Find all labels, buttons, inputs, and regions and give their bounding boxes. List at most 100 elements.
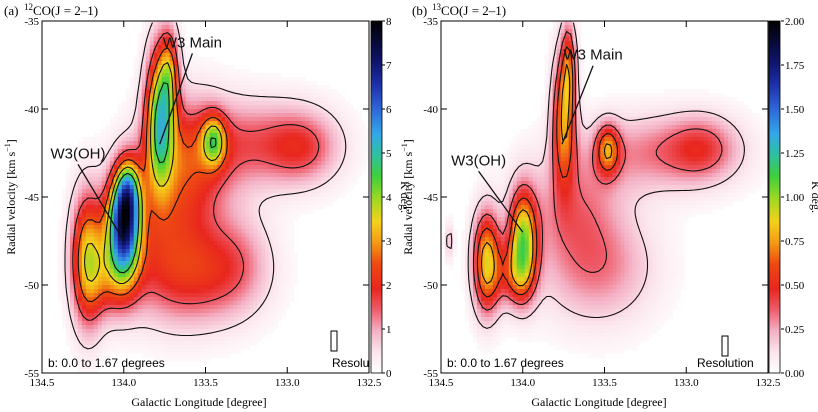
heatmap-cell	[217, 261, 223, 266]
heatmap-cell	[217, 61, 223, 66]
heatmap-cell	[153, 229, 159, 234]
heatmap-cell	[177, 45, 183, 50]
heatmap-cell	[69, 261, 75, 266]
heatmap-cell	[185, 81, 191, 86]
heatmap-cell	[564, 101, 570, 106]
heatmap-cell	[205, 313, 211, 318]
heatmap-cell	[129, 245, 135, 250]
heatmap-cell	[636, 97, 641, 102]
heatmap-cell	[173, 145, 179, 150]
heatmap-cell	[688, 93, 693, 98]
heatmap-cell	[65, 281, 71, 286]
heatmap-cell	[564, 93, 570, 98]
heatmap-cell	[225, 157, 231, 162]
heatmap-cell	[85, 217, 91, 222]
heatmap-cell	[177, 149, 183, 154]
heatmap-cell	[157, 341, 163, 346]
heatmap-cell	[273, 313, 278, 318]
heatmap-cell	[257, 153, 262, 158]
heatmap-cell	[177, 221, 183, 226]
plot-area-b[interactable]: W3(OH)W3 Main Resolution b: 0.0 to 1.67 …	[441, 21, 769, 373]
heatmap-cell	[185, 205, 191, 210]
heatmap-cell	[217, 125, 223, 130]
heatmap-cell	[217, 229, 223, 234]
heatmap-cell	[61, 317, 67, 322]
heatmap-cell	[217, 161, 223, 166]
panel-a: (a) 12CO(J = 2–1) W3(OH)W3 Main Resoluti…	[3, 2, 412, 409]
heatmap-cell	[249, 101, 254, 106]
heatmap-cell	[209, 97, 215, 102]
heatmap-cell	[113, 325, 119, 330]
heatmap-cell	[137, 349, 143, 354]
heatmap-cell	[117, 137, 123, 142]
heatmap-cell	[205, 69, 211, 74]
heatmap-cell	[552, 65, 558, 70]
heatmap-cell	[317, 105, 322, 110]
heatmap-cell	[197, 69, 203, 74]
heatmap-cell	[149, 65, 155, 70]
heatmap-cell	[265, 93, 270, 98]
heatmap-cell	[309, 121, 314, 126]
heatmap-cell	[564, 77, 570, 82]
heatmap-cell	[125, 337, 131, 342]
heatmap-cell	[173, 173, 179, 178]
plot-area-a[interactable]: W3(OH)W3 Main Resolution b: 0.0 to 1.67 …	[42, 21, 389, 374]
heatmap-cell	[217, 345, 223, 350]
heatmap-cell	[209, 109, 215, 114]
heatmap-cell	[277, 121, 282, 126]
heatmap-cell	[189, 205, 195, 210]
heatmap-cell	[93, 201, 99, 206]
heatmap-cell	[149, 177, 155, 182]
heatmap-cell	[165, 353, 171, 358]
heatmap-cell	[173, 253, 179, 258]
heatmap-cell	[241, 121, 246, 126]
heatmap-cell	[265, 309, 270, 314]
heatmap-cell	[257, 277, 262, 282]
heatmap-cell	[137, 253, 143, 258]
heatmap-cell	[233, 73, 238, 78]
heatmap-cell	[121, 249, 127, 254]
heatmap-cell	[285, 213, 290, 218]
heatmap-cell	[261, 249, 266, 254]
heatmap-cell	[121, 313, 127, 318]
heatmap-cell	[221, 169, 227, 174]
heatmap-cell	[556, 97, 562, 102]
heatmap-cell	[117, 317, 123, 322]
heatmap-cell	[245, 209, 250, 214]
heatmap-cell	[177, 161, 183, 166]
heatmap-cell	[69, 169, 75, 174]
heatmap-cell	[285, 285, 290, 290]
heatmap-cell	[113, 289, 119, 294]
heatmap-cell	[141, 237, 147, 242]
heatmap-cell	[221, 69, 227, 74]
heatmap-cell	[201, 269, 207, 274]
heatmap-cell	[81, 333, 87, 338]
heatmap-cell	[233, 137, 238, 142]
heatmap-cell	[173, 169, 179, 174]
heatmap-cell	[241, 281, 246, 286]
heatmap-cell	[77, 253, 83, 258]
heatmap-cell	[201, 301, 207, 306]
heatmap-cell	[201, 81, 207, 86]
heatmap-cell	[261, 237, 266, 242]
heatmap-cell	[221, 273, 227, 278]
heatmap-cell	[81, 357, 87, 362]
heatmap-cell	[221, 309, 227, 314]
heatmap-cell	[644, 93, 649, 98]
heatmap-cell	[289, 105, 294, 110]
heatmap-cell	[265, 141, 270, 146]
heatmap-cell	[165, 173, 171, 178]
heatmap-cell	[285, 201, 290, 206]
heatmap-cell	[293, 113, 298, 118]
heatmap-cell	[133, 273, 139, 278]
heatmap-cell	[257, 285, 262, 290]
heatmap-cell	[249, 269, 254, 274]
heatmap-cell	[233, 205, 238, 210]
heatmap-cell	[329, 101, 334, 106]
heatmap-cell	[317, 133, 322, 138]
heatmap-cell	[225, 105, 231, 110]
heatmap-cell	[197, 141, 203, 146]
heatmap-cell	[313, 161, 318, 166]
heatmap-cell	[229, 309, 235, 314]
heatmap-cell	[185, 89, 191, 94]
